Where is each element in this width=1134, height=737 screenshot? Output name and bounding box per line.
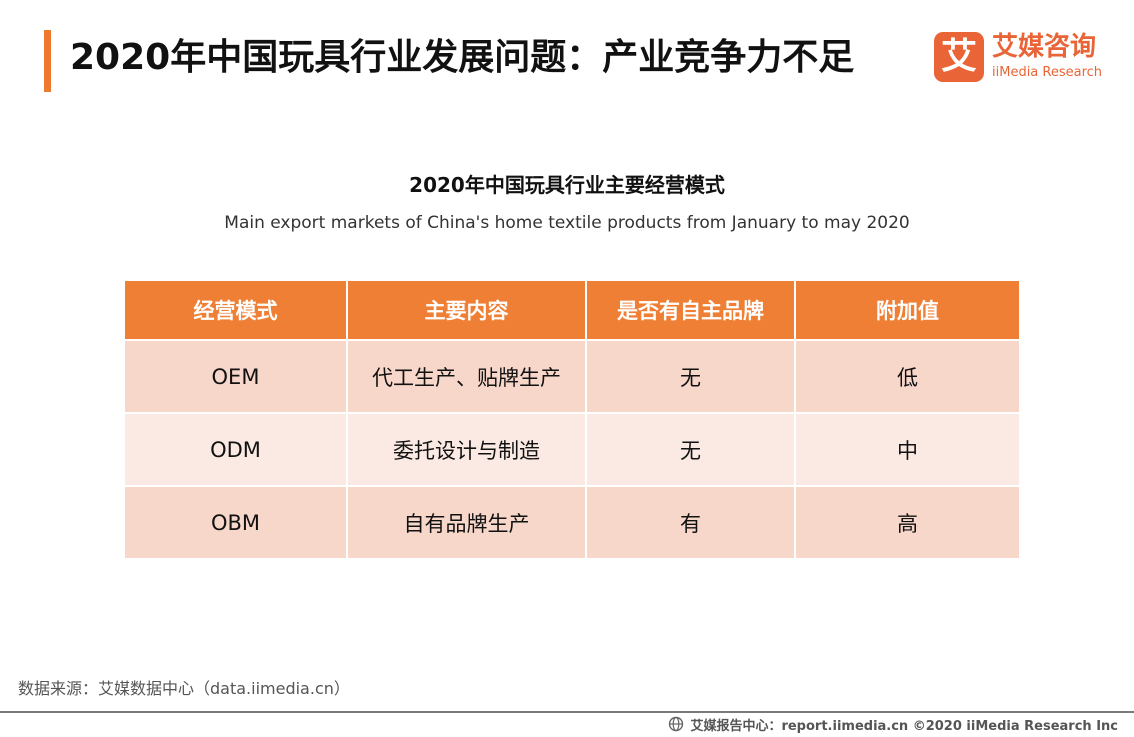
footer: 艾媒报告中心：report.iimedia.cn ©2020 iiMedia R… [668, 713, 1118, 735]
cell-model: OBM [125, 487, 348, 560]
cell-added-value: 低 [796, 341, 1019, 414]
cell-added-value: 中 [796, 414, 1019, 487]
table-header-row: 经营模式 主要内容 是否有自主品牌 附加值 [125, 281, 1019, 341]
table-row: OEM 代工生产、贴牌生产 无 低 [125, 341, 1019, 414]
table-subtitle: Main export markets of China's home text… [224, 213, 910, 233]
business-model-table: 经营模式 主要内容 是否有自主品牌 附加值 OEM 代工生产、贴牌生产 无 低 … [125, 281, 1019, 560]
header-own-brand: 是否有自主品牌 [587, 281, 796, 341]
logo-mark: 艾 [934, 32, 984, 82]
table-row: OBM 自有品牌生产 有 高 [125, 487, 1019, 560]
cell-content: 委托设计与制造 [348, 414, 587, 487]
cell-own-brand: 无 [587, 341, 796, 414]
cell-model: OEM [125, 341, 348, 414]
logo-name-en: iiMedia Research [992, 65, 1103, 80]
title-accent-bar [44, 30, 51, 92]
cell-own-brand: 有 [587, 487, 796, 560]
table-row: ODM 委托设计与制造 无 中 [125, 414, 1019, 487]
globe-icon [669, 716, 684, 732]
header-main-content: 主要内容 [348, 281, 587, 341]
header-added-value: 附加值 [796, 281, 1019, 341]
cell-content: 代工生产、贴牌生产 [348, 341, 587, 414]
iimedia-logo: 艾 艾媒咨询 iiMedia Research [934, 30, 1119, 86]
cell-added-value: 高 [796, 487, 1019, 560]
footer-text: 艾媒报告中心：report.iimedia.cn ©2020 iiMedia R… [690, 718, 1118, 734]
logo-name-cn: 艾媒咨询 [992, 32, 1097, 62]
page-title: 2020年中国玩具行业发展问题：产业竞争力不足 [70, 37, 855, 78]
data-source-note: 数据来源：艾媒数据中心（data.iimedia.cn） [18, 679, 350, 698]
header-business-model: 经营模式 [125, 281, 348, 341]
table-title: 2020年中国玩具行业主要经营模式 [409, 173, 725, 197]
cell-model: ODM [125, 414, 348, 487]
cell-content: 自有品牌生产 [348, 487, 587, 560]
cell-own-brand: 无 [587, 414, 796, 487]
footer-divider [0, 711, 1134, 713]
